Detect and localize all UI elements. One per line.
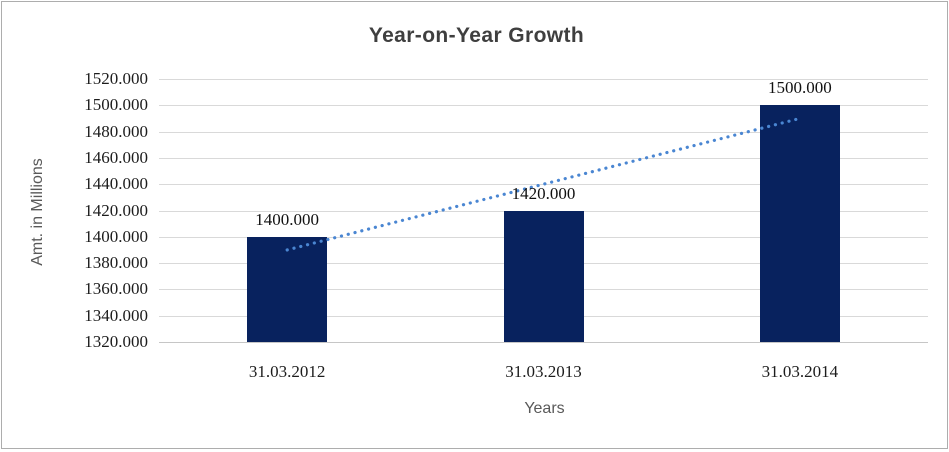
y-tick-label: 1440.000: [84, 174, 148, 194]
y-tick-label: 1520.000: [84, 69, 148, 88]
y-tick-label: 1500.000: [84, 95, 148, 115]
data-label: 1500.000: [767, 78, 832, 98]
x-axis-title: Years: [524, 400, 565, 417]
y-tick-label: 1360.000: [84, 279, 148, 299]
y-tick-label: 1400.000: [84, 226, 148, 246]
x-tick-label: 31.03.2013: [505, 362, 582, 381]
bar-31.03.2013: [503, 210, 584, 342]
bar-31.03.2012: [247, 236, 328, 342]
data-label: 1420.000: [511, 183, 576, 203]
y-tick-label: 1480.000: [84, 121, 148, 141]
gridline: [159, 105, 928, 107]
x-tick-label: 31.03.2012: [248, 362, 326, 381]
y-tick-label: 1460.000: [84, 147, 148, 167]
y-tick-label: 1380.000: [84, 253, 148, 273]
y-tick-label: 1340.000: [84, 305, 148, 325]
x-axis-line: [159, 342, 928, 343]
y-tick-label: 1320.000: [84, 332, 148, 351]
data-label: 1400.000: [255, 209, 320, 229]
chart-title: Year-on-Year Growth: [368, 24, 585, 47]
gridline: [159, 79, 928, 80]
bar-31.03.2014: [759, 105, 840, 342]
x-tick-label: 31.03.2014: [761, 362, 839, 381]
y-tick-label: 1420.000: [84, 200, 148, 220]
